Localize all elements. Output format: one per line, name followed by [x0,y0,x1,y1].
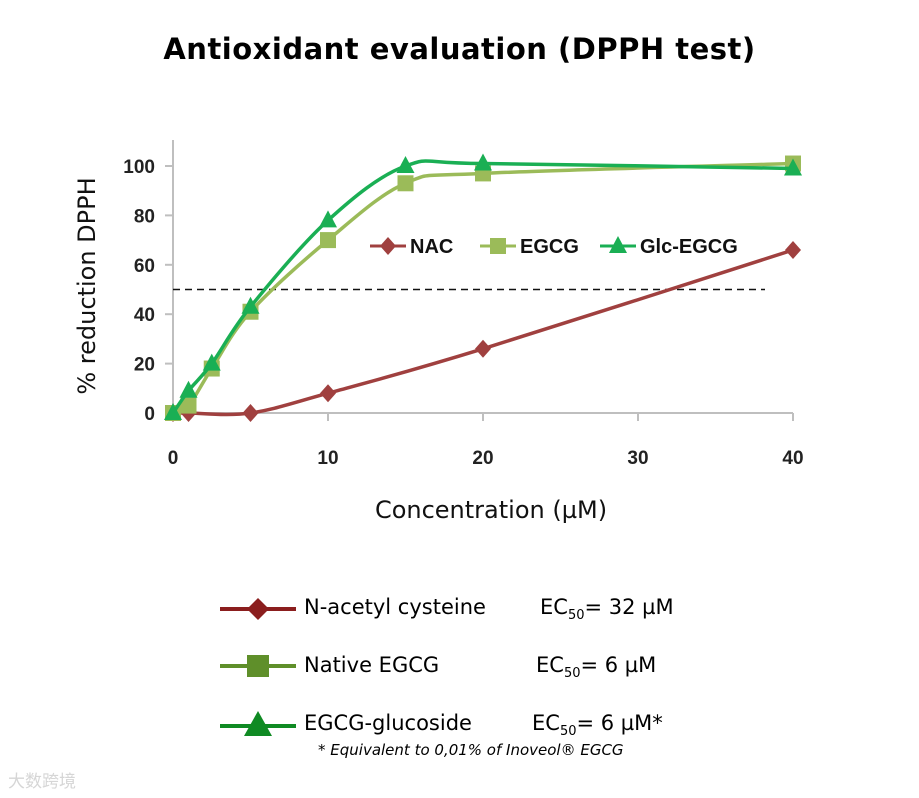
chart: 0 20 40 60 80 100 0 10 20 30 40 NAC EGCG Glc-EGCG % … [73,140,804,524]
data-point-glc-egcg [784,158,802,176]
data-point-nac [785,240,801,259]
x-axis-title: Concentration (µM) [375,496,607,524]
y-tick-label: 0 [144,404,155,425]
legend-marker-glc-egcg [244,711,272,736]
data-point-egcg [397,175,414,192]
data-point-glc-egcg [241,296,260,314]
legend-label-glc-egcg: EGCG-glucoside [304,711,472,735]
data-point-glc-egcg [474,153,492,171]
data-point-nac [242,404,259,422]
square-icon [220,655,296,677]
y-axis-title: % reduction DPPH [73,177,101,394]
legend-marker-egcg [490,238,506,254]
data-point-nac [475,339,491,358]
chart-legend: NAC EGCG Glc-EGCG [370,236,738,258]
y-tick-label: 40 [134,305,155,326]
diamond-icon [220,598,296,620]
watermark: 大数跨境 [8,772,76,792]
legend-marker-nac [380,237,396,255]
legend-label-egcg: EGCG [520,236,579,258]
legend-row-egcg: Native EGCG EC50= 6 µM [218,648,818,688]
data-point-glc-egcg [164,403,182,420]
data-point-glc-egcg [179,380,198,398]
legend-label-egcg: Native EGCG [304,653,440,677]
series-group [164,153,802,422]
x-tick-label: 10 [317,448,338,469]
y-tick-label: 20 [134,355,155,376]
legend-ec50-nac: EC50= 32 µM [540,595,674,624]
legend-row-glc-egcg: EGCG-glucoside EC50= 6 µM* [218,706,818,746]
y-tick-label: 80 [134,206,155,227]
data-point-glc-egcg [202,353,221,371]
chart-title: Antioxidant evaluation (DPPH test) [163,32,756,66]
legend-row-nac: N-acetyl cysteine EC50= 32 µM [218,590,818,630]
data-point-egcg [320,232,336,249]
axes: 0 20 40 60 80 100 0 10 20 30 40 [123,140,804,469]
series-line-glc-egcg [171,159,794,415]
legend-ec50-glc-egcg: EC50= 6 µM* [532,711,663,740]
legend-marker-nac [247,598,269,620]
data-point-glc-egcg [396,156,415,173]
legend-label-nac: N-acetyl cysteine [304,595,486,619]
y-tick-label: 60 [134,256,155,277]
x-tick-label: 20 [472,448,493,469]
legend-label-glc-egcg: Glc-EGCG [640,236,738,258]
legend-marker-glc-egcg [609,236,627,253]
triangle-icon [220,711,296,736]
x-tick-label: 30 [627,448,648,469]
legend-ec50-egcg: EC50= 6 µM [536,653,657,682]
legend-marker-egcg [247,655,269,677]
data-point-nac [320,384,336,403]
data-point-egcg [180,397,197,414]
x-tick-label: 40 [782,448,803,469]
y-tick-label: 100 [123,157,155,178]
x-tick-label: 0 [168,448,179,469]
footnote: * Equivalent to 0,01% of Inoveol® EGCG [318,741,624,759]
series-line-nac [172,248,794,417]
data-point-glc-egcg [319,210,337,228]
legend-label-nac: NAC [410,236,453,258]
